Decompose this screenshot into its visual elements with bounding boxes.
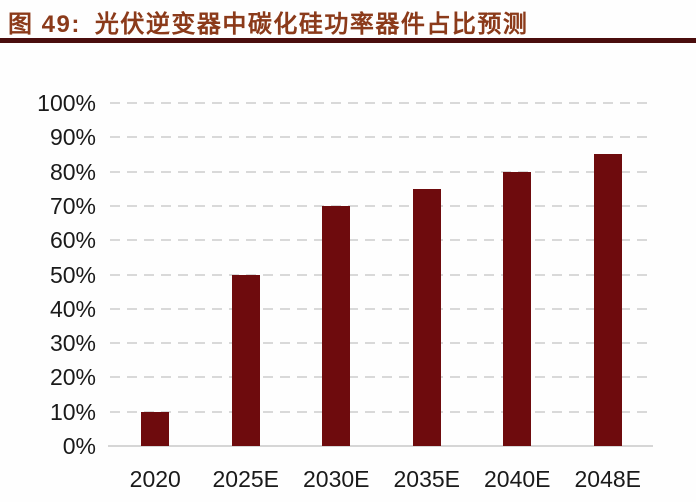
x-axis-tick-label: 2020 [129, 466, 181, 492]
gridline [110, 204, 653, 207]
bar [412, 188, 441, 446]
gridline [110, 102, 653, 104]
x-axis-tick-label: 2040E [483, 466, 551, 492]
y-axis-tick-label: 10% [49, 398, 96, 425]
gridline [110, 307, 653, 310]
x-axis-line [108, 445, 653, 447]
bar [231, 274, 260, 446]
title-divider-rule [0, 38, 696, 43]
gridline [110, 170, 653, 173]
gridline [110, 342, 653, 345]
gridline [110, 239, 653, 242]
bar [593, 154, 622, 446]
y-axis-tick-label: 60% [49, 227, 96, 254]
x-axis-tick-label: 2025E [212, 466, 279, 492]
bar [503, 171, 532, 446]
y-axis-tick-label: 30% [49, 330, 96, 357]
y-axis-tick-label: 40% [49, 295, 96, 322]
gridline [110, 376, 653, 379]
gridline [110, 410, 653, 413]
bar [322, 205, 351, 446]
x-axis-tick-label: 2048E [574, 466, 641, 492]
y-axis-tick-label: 90% [49, 124, 96, 151]
figure-title: 图 49: 光伏逆变器中碳化硅功率器件占比预测 [8, 4, 692, 38]
y-axis-tick-label: 80% [49, 158, 96, 185]
figure-number-label: 图 49: [8, 11, 81, 38]
y-axis-tick-label: 0% [62, 433, 96, 459]
gridline [110, 273, 653, 276]
figure-title-text: 光伏逆变器中碳化硅功率器件占比预测 [94, 11, 529, 38]
y-axis-tick-label: 20% [49, 364, 96, 391]
x-axis-tick-label: 2035E [393, 466, 460, 492]
y-axis-tick-label: 70% [49, 192, 96, 219]
x-axis-tick-label: 2030E [302, 466, 370, 492]
y-axis-tick-label: 100% [37, 90, 96, 116]
y-axis-tick-label: 50% [49, 261, 96, 288]
gridline [110, 136, 653, 139]
bar [141, 411, 170, 446]
